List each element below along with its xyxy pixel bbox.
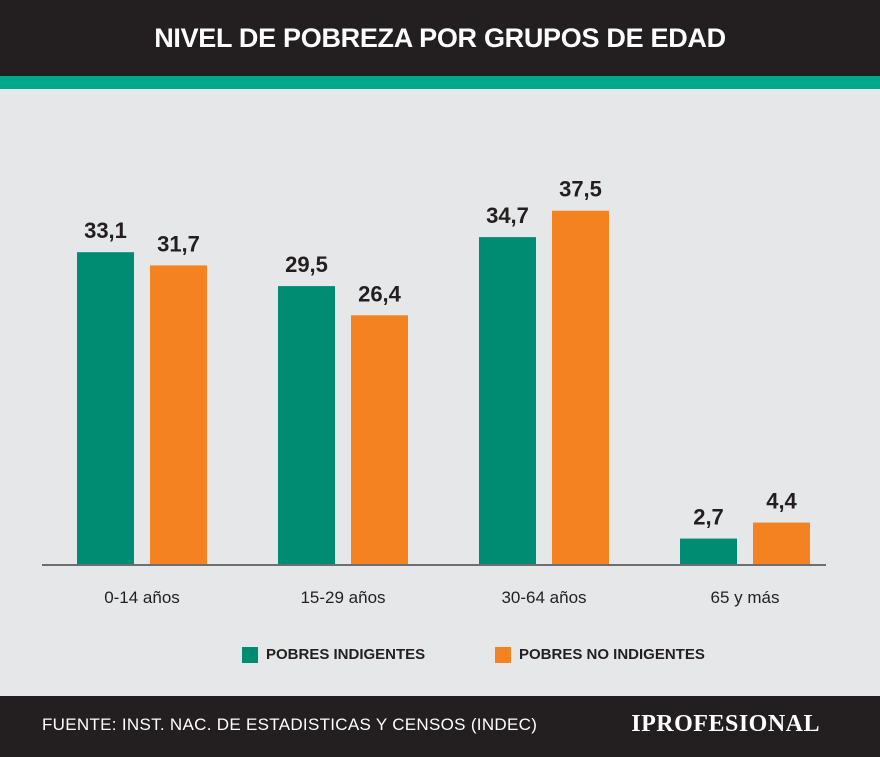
category-label-3: 65 y más bbox=[711, 588, 780, 607]
legend-label-no-indigentes: POBRES NO INDIGENTES bbox=[519, 646, 705, 663]
data-label-no-indigentes-2: 37,5 bbox=[559, 177, 602, 202]
legend-swatch-indigentes bbox=[242, 646, 258, 663]
accent-stripe bbox=[0, 76, 880, 89]
category-label-0: 0-14 años bbox=[104, 588, 180, 607]
bar-indigentes-1 bbox=[278, 286, 335, 564]
bar-no-indigentes-3 bbox=[753, 522, 810, 564]
bar-indigentes-2 bbox=[479, 237, 536, 564]
legend-swatch-no-indigentes bbox=[495, 646, 511, 663]
legend-label-indigentes: POBRES INDIGENTES bbox=[266, 646, 426, 663]
category-label-2: 30-64 años bbox=[501, 588, 586, 607]
legend-item-no-indigentes: POBRES NO INDIGENTES bbox=[495, 646, 705, 663]
data-label-no-indigentes-1: 26,4 bbox=[358, 281, 402, 306]
chart-title: NIVEL DE POBREZA POR GRUPOS DE EDAD bbox=[154, 22, 726, 53]
bar-no-indigentes-2 bbox=[552, 210, 609, 564]
data-label-indigentes-1: 29,5 bbox=[285, 252, 328, 277]
chart-legend: POBRES INDIGENTES POBRES NO INDIGENTES bbox=[0, 646, 880, 668]
data-label-no-indigentes-0: 31,7 bbox=[157, 231, 200, 256]
brand-logo: IPROFESIONAL bbox=[631, 711, 820, 737]
bar-indigentes-3 bbox=[680, 538, 737, 564]
bar-chart: 33,1 31,7 0-14 años 29,5 26,4 15-29 años 34,7 3… bbox=[42, 177, 826, 607]
data-label-indigentes-0: 33,1 bbox=[84, 218, 127, 243]
category-label-1: 15-29 años bbox=[300, 588, 385, 607]
chart-header: NIVEL DE POBREZA POR GRUPOS DE EDAD bbox=[0, 0, 880, 76]
legend-item-indigentes: POBRES INDIGENTES bbox=[242, 646, 425, 663]
chart-footer: FUENTE: INST. NAC. DE ESTADISTICAS Y CEN… bbox=[0, 696, 880, 757]
bar-no-indigentes-0 bbox=[150, 265, 207, 564]
data-label-indigentes-2: 34,7 bbox=[486, 203, 529, 228]
data-label-no-indigentes-3: 4,4 bbox=[766, 489, 797, 514]
source-note: FUENTE: INST. NAC. DE ESTADISTICAS Y CEN… bbox=[42, 715, 538, 734]
bar-no-indigentes-1 bbox=[351, 315, 408, 564]
bar-indigentes-0 bbox=[77, 252, 134, 564]
data-label-indigentes-3: 2,7 bbox=[693, 505, 724, 530]
